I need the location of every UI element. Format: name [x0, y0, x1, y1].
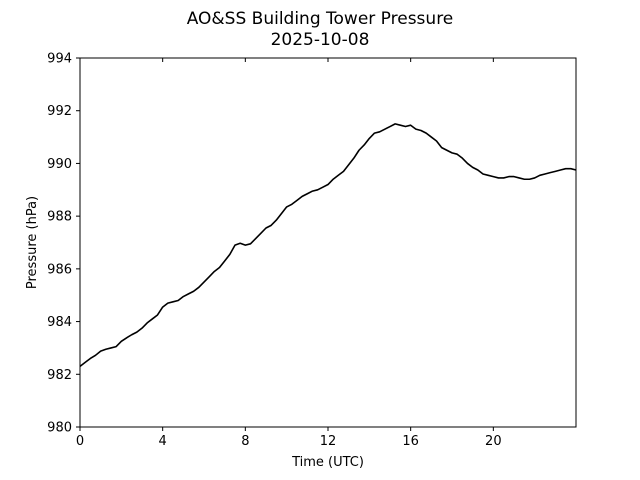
y-tick-label: 982: [47, 368, 72, 383]
x-tick-label: 16: [402, 434, 419, 449]
y-tick-label: 980: [47, 421, 72, 436]
y-tick-label: 984: [47, 315, 72, 330]
y-tick-label: 986: [47, 262, 72, 277]
y-axis-ticks: 980 982 984 986 988 990 992 994: [47, 52, 80, 436]
x-axis-label: Time (UTC): [291, 455, 364, 470]
y-axis-label: Pressure (hPa): [25, 196, 40, 289]
x-tick-label: 0: [76, 434, 84, 449]
x-axis-ticks: 0 4 8 12 16 20: [76, 58, 502, 449]
plot-frame: [79, 57, 577, 428]
chart-subtitle: 2025-10-08: [271, 30, 370, 50]
y-tick-label: 990: [47, 157, 72, 172]
y-tick-label: 988: [47, 210, 72, 225]
x-tick-label: 4: [159, 434, 167, 449]
x-tick-label: 8: [241, 434, 249, 449]
x-tick-label: 20: [485, 434, 502, 449]
x-tick-label: 12: [320, 434, 337, 449]
chart-title: AO&SS Building Tower Pressure: [187, 9, 454, 29]
y-tick-label: 992: [47, 104, 72, 119]
pressure-series-line: [79, 123, 577, 368]
y-tick-label: 994: [47, 52, 72, 67]
